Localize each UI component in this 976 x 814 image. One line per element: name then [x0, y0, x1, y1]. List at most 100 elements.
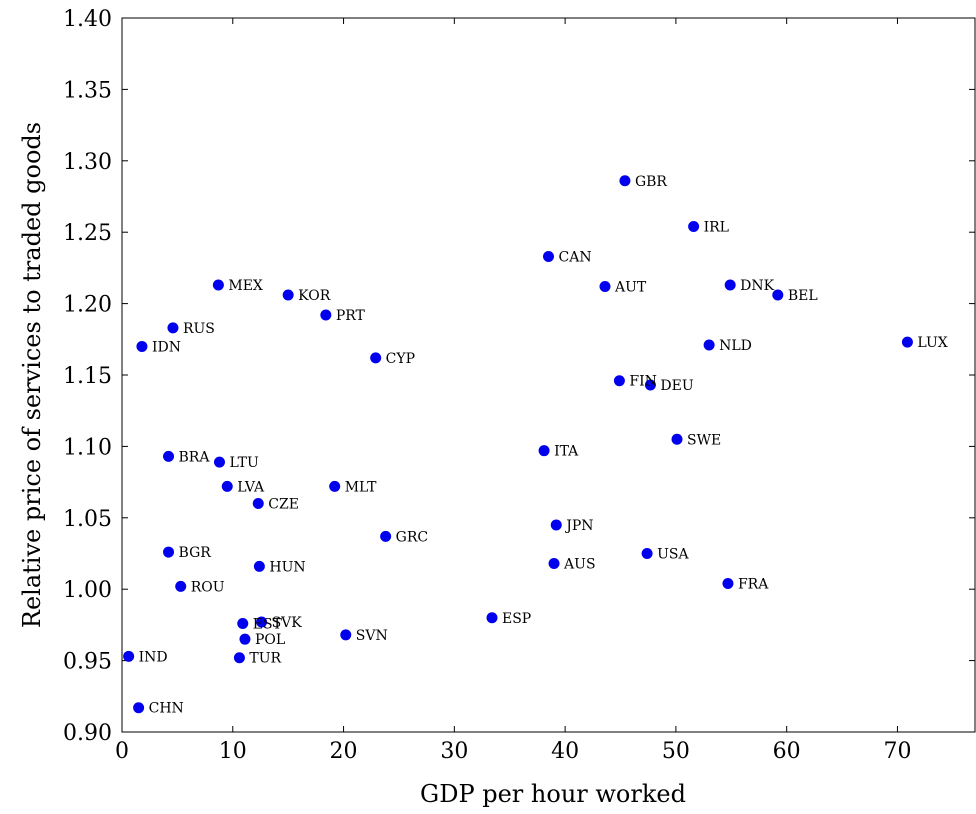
point-label-bra: BRA: [179, 449, 211, 465]
data-point-gbr: [619, 175, 631, 187]
data-point-chn: [133, 702, 145, 714]
data-point-ind: [123, 650, 135, 662]
data-point-jpn: [550, 519, 562, 531]
data-point-svk: [256, 616, 268, 628]
data-point-deu: [644, 379, 656, 391]
data-point-hun: [253, 560, 265, 572]
point-label-idn: IDN: [152, 339, 181, 355]
point-label-deu: DEU: [660, 378, 693, 394]
point-label-rou: ROU: [191, 579, 225, 595]
data-point-can: [543, 250, 554, 262]
data-point-rus: [167, 322, 179, 334]
point-label-irl: IRL: [704, 219, 729, 235]
data-point-kor: [282, 289, 294, 301]
x-tick-label: 20: [330, 739, 358, 764]
data-point-pol: [239, 633, 251, 645]
data-point-esp: [486, 612, 498, 624]
point-label-jpn: JPN: [564, 518, 593, 534]
x-tick-label: 70: [883, 739, 911, 764]
point-label-kor: KOR: [298, 288, 331, 304]
x-tick-label: 60: [773, 739, 801, 764]
y-axis-label: Relative price of services to traded goo…: [18, 122, 46, 628]
y-tick-label: 1.20: [63, 293, 112, 318]
data-point-mlt: [329, 480, 341, 492]
x-tick-label: 40: [551, 739, 579, 764]
point-label-hun: HUN: [269, 559, 305, 575]
data-point-usa: [641, 548, 653, 559]
data-point-grc: [380, 530, 392, 542]
data-point-nld: [703, 339, 715, 351]
point-label-pol: POL: [255, 632, 285, 648]
x-tick-label: 30: [440, 739, 468, 764]
point-label-lva: LVA: [237, 479, 265, 495]
data-point-prt: [320, 309, 332, 321]
point-label-svk: SVK: [272, 615, 303, 631]
point-label-tur: TUR: [249, 651, 281, 667]
point-label-bgr: BGR: [179, 545, 212, 561]
point-label-fin: FIN: [629, 374, 657, 390]
data-point-svn: [340, 629, 352, 641]
data-point-dnk: [724, 279, 736, 291]
plot-frame: [121, 17, 976, 733]
point-label-aut: AUT: [614, 279, 647, 295]
data-point-lux: [901, 336, 913, 348]
point-label-lux: LUX: [917, 335, 947, 351]
data-points: [123, 175, 913, 714]
point-label-prt: PRT: [336, 308, 366, 324]
data-point-bel: [772, 289, 784, 301]
point-label-can: CAN: [559, 249, 592, 265]
data-point-lva: [221, 480, 233, 492]
point-label-swe: SWE: [687, 432, 721, 448]
point-label-ind: IND: [139, 649, 168, 665]
x-tick-label: 10: [219, 739, 247, 764]
point-label-nld: NLD: [719, 338, 752, 354]
point-label-cyp: CYP: [386, 351, 415, 367]
point-label-est: EST: [253, 616, 283, 632]
y-tick-labels: 0.90 0.95 1.00 1.05 1.10 1.15 1.20 1.25 1.30 1.35…: [63, 7, 112, 746]
data-point-est: [237, 617, 249, 629]
point-label-esp: ESP: [502, 611, 531, 627]
data-point-rou: [175, 580, 187, 592]
data-point-irl: [688, 220, 700, 232]
x-tick-labels: 0 10 20 30 40 50 60 70: [115, 739, 911, 764]
point-label-ita: ITA: [554, 444, 579, 460]
point-label-bel: BEL: [788, 288, 818, 304]
y-tick-label: 1.15: [63, 364, 112, 389]
y-tick-label: 1.10: [63, 435, 112, 460]
data-point-mex: [212, 279, 224, 291]
point-label-aus: AUS: [563, 556, 596, 572]
point-label-gbr: GBR: [635, 174, 667, 190]
data-point-cze: [252, 498, 264, 510]
data-point-tur: [233, 652, 245, 664]
point-label-ltu: LTU: [229, 455, 258, 471]
data-point-bra: [163, 450, 175, 462]
point-label-mlt: MLT: [345, 479, 377, 495]
data-point-ita: [538, 445, 550, 457]
y-tick-label: 1.00: [63, 578, 112, 603]
data-point-swe: [671, 433, 683, 445]
data-point-cyp: [370, 352, 382, 364]
y-tick-label: 1.25: [63, 221, 112, 246]
y-tick-label: 0.90: [63, 721, 112, 746]
y-tick-label: 1.05: [63, 507, 112, 532]
data-point-aus: [548, 557, 560, 569]
data-point-aut: [599, 280, 611, 292]
point-label-grc: GRC: [396, 529, 428, 545]
data-point-idn: [136, 340, 148, 352]
data-point-fin: [613, 375, 625, 387]
point-label-chn: CHN: [149, 701, 184, 717]
point-label-cze: CZE: [268, 497, 299, 513]
y-tick-label: 1.30: [63, 150, 112, 175]
data-point-bgr: [163, 546, 175, 558]
point-label-mex: MEX: [228, 278, 263, 294]
y-tick-label: 1.40: [63, 7, 112, 32]
point-label-svn: SVN: [356, 628, 388, 644]
point-label-rus: RUS: [183, 321, 215, 337]
x-tick-label: 50: [662, 739, 690, 764]
data-point-ltu: [213, 456, 225, 468]
point-label-fra: FRA: [738, 576, 769, 592]
data-point-fra: [722, 577, 734, 589]
y-tick-label: 1.35: [63, 78, 112, 103]
x-axis-label: GDP per hour worked: [420, 780, 686, 808]
